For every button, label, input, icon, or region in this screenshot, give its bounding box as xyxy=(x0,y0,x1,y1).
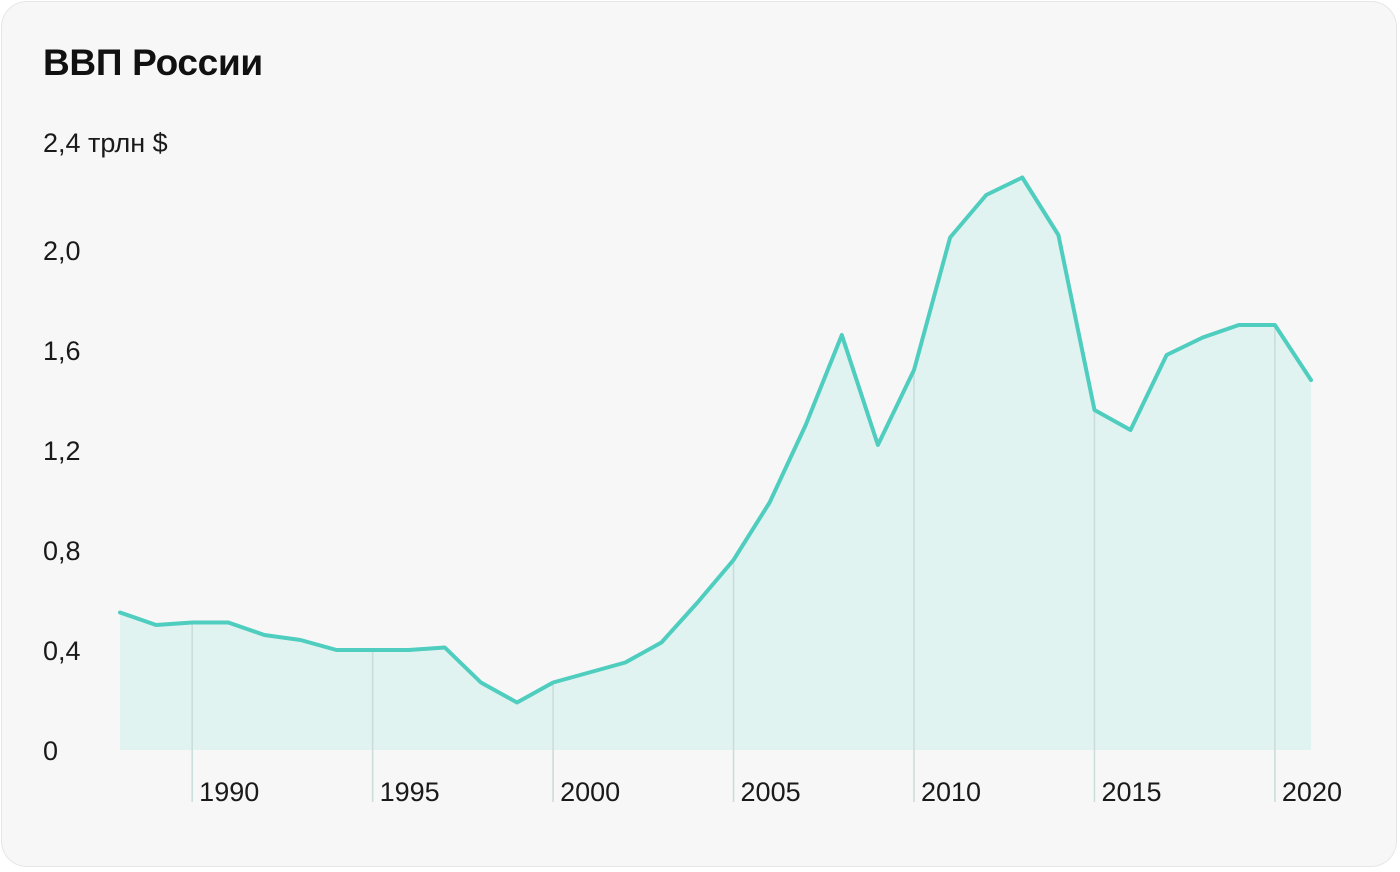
chart-title: ВВП России xyxy=(43,42,263,83)
x-tick-label-2015: 2015 xyxy=(1101,777,1161,807)
y-tick-label-2,0: 2,0 xyxy=(43,236,81,266)
x-tick-label-1995: 1995 xyxy=(380,777,440,807)
gdp-line xyxy=(118,175,1313,705)
y-axis-unit-label: 2,4 трлн $ xyxy=(43,128,168,158)
y-tick-label-0: 0 xyxy=(43,736,58,766)
x-tick-label-2020: 2020 xyxy=(1282,777,1342,807)
x-tick-label-2005: 2005 xyxy=(741,777,801,807)
y-tick-label-1,2: 1,2 xyxy=(43,436,81,466)
x-tick-label-2000: 2000 xyxy=(560,777,620,807)
y-tick-label-0,4: 0,4 xyxy=(43,636,81,666)
gdp-area-fill xyxy=(120,177,1311,750)
y-tick-label-0,8: 0,8 xyxy=(43,536,81,566)
x-tick-label-2010: 2010 xyxy=(921,777,981,807)
y-tick-label-1,6: 1,6 xyxy=(43,336,81,366)
x-tick-label-1990: 1990 xyxy=(199,777,259,807)
